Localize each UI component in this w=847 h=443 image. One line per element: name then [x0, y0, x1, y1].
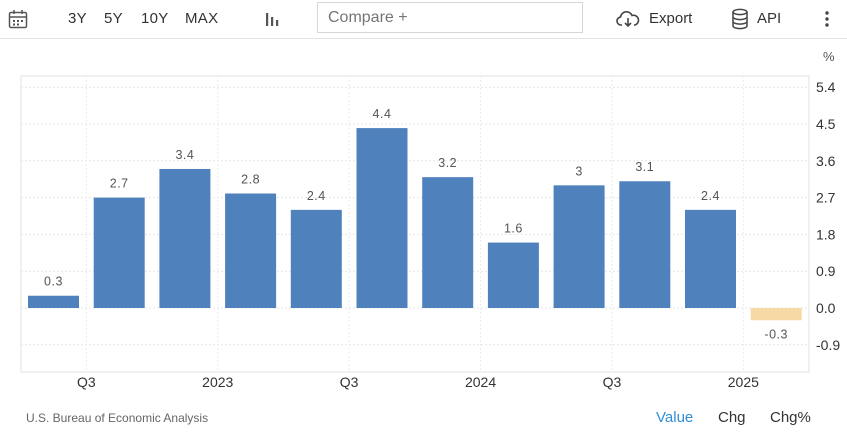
data-source-label: U.S. Bureau of Economic Analysis [26, 411, 209, 425]
range-max-button[interactable]: MAX [185, 10, 219, 27]
x-tick-label: 2023 [202, 374, 233, 390]
range-3y-button[interactable]: 3Y [68, 10, 87, 27]
bar-value-label: 4.4 [373, 107, 392, 121]
bar [356, 128, 408, 308]
more-vertical-icon[interactable] [824, 11, 830, 27]
bar [487, 242, 539, 308]
bar [28, 295, 79, 308]
range-5y-button[interactable]: 5Y [104, 10, 123, 27]
bar [619, 181, 671, 308]
bar-value-label: 3.2 [438, 156, 457, 170]
bar-value-label: 1.6 [504, 222, 523, 236]
y-tick-label: 1.8 [816, 226, 836, 242]
x-tick-label: Q3 [603, 374, 622, 390]
tab-chg[interactable]: Chg [718, 409, 746, 426]
cloud-download-icon[interactable] [616, 9, 640, 29]
bar [159, 168, 211, 308]
x-tick-label: Q3 [340, 374, 359, 390]
bar [553, 185, 605, 308]
y-tick-label: 5.4 [816, 79, 836, 95]
tab-chg-percent[interactable]: Chg% [770, 409, 811, 426]
database-icon[interactable] [731, 8, 749, 30]
bar [93, 197, 145, 308]
bar-value-label: 2.4 [307, 189, 326, 203]
y-tick-label: 3.6 [816, 153, 836, 169]
bar-value-label: 2.4 [701, 189, 720, 203]
bar [750, 308, 802, 321]
bar-value-label: 0.3 [44, 275, 63, 289]
api-button[interactable]: API [757, 10, 782, 27]
x-tick-label: 2024 [465, 374, 496, 390]
bar-value-label: 2.8 [241, 173, 260, 187]
toolbar: 3Y 5Y 10Y MAX Export API [0, 0, 847, 39]
plot-frame [20, 75, 810, 373]
x-tick-label: 2025 [728, 374, 759, 390]
bar-value-label: 2.7 [110, 177, 129, 191]
bar [685, 209, 736, 308]
chart-type-bars-icon[interactable] [264, 10, 282, 28]
y-tick-label: 2.7 [816, 190, 836, 206]
y-tick-label: 4.5 [816, 116, 836, 132]
bar-value-label: 3 [575, 164, 582, 178]
bar [225, 193, 277, 308]
bar-value-label: 3.1 [635, 160, 654, 174]
calendar-icon[interactable] [8, 9, 28, 29]
bar [422, 177, 474, 308]
compare-input[interactable] [317, 2, 583, 33]
x-tick-label: Q3 [77, 374, 96, 390]
bar-value-label: -0.3 [764, 327, 788, 341]
export-button[interactable]: Export [649, 10, 693, 27]
range-10y-button[interactable]: 10Y [141, 10, 169, 27]
y-tick-label: 0.0 [816, 300, 836, 316]
bar-value-label: 3.4 [175, 148, 194, 162]
gdp-bar-chart: -0.9 0.0 0.9 1.8 2.7 3.6 4.5 5.4% 0.3 2.7 3.4 2.8 2.… [20, 49, 840, 390]
bar [290, 209, 342, 308]
tab-value[interactable]: Value [656, 409, 694, 426]
y-tick-label: -0.9 [816, 337, 840, 353]
y-tick-label: 0.9 [816, 263, 836, 279]
y-unit-label: % [823, 49, 835, 64]
